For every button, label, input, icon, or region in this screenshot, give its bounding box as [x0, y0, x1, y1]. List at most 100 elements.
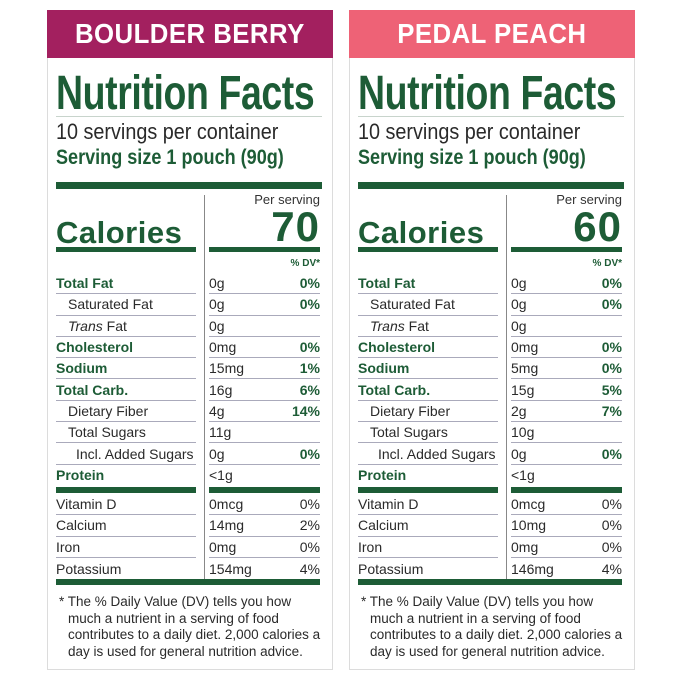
nutrient-amount: <1g	[209, 467, 233, 484]
column-divider	[506, 195, 507, 580]
nutrition-panel: BOULDER BERRY Nutrition Facts 10 serving…	[47, 10, 333, 670]
nutrient-amount: 0mg	[209, 339, 237, 356]
nutrient-row: Saturated Fat 0g 0%	[358, 294, 622, 316]
nutrient-label: Protein	[358, 465, 498, 486]
nutrient-label: Total Fat	[358, 273, 498, 295]
vitamin-dv: 0%	[299, 538, 320, 555]
nutrient-row: Saturated Fat 0g 0%	[56, 294, 320, 316]
vitamin-amount: 10mg	[511, 517, 547, 534]
nutrient-label: Incl. Added Sugars	[358, 443, 498, 465]
vitamin-dv: 0%	[601, 496, 622, 513]
nutrient-row: Trans Fat 0g	[358, 316, 622, 337]
nutrient-dv: 7%	[601, 402, 622, 419]
column-divider	[204, 195, 205, 580]
nutrient-dv: 0%	[601, 339, 622, 356]
nutrient-row: Sodium 15mg 1%	[56, 358, 320, 380]
nutrient-row: Total Sugars 10g	[358, 422, 622, 444]
nutrient-name: Total Sugars	[68, 424, 146, 441]
nutrient-values: 16g 6%	[209, 379, 320, 401]
flavor-header: BOULDER BERRY	[47, 10, 333, 58]
nutrient-row: Total Carb. 15g 5%	[358, 379, 622, 401]
calories-label: Calories	[358, 215, 485, 250]
nutrient-amount: 10g	[511, 424, 535, 441]
vitamin-values: 0mg 0%	[209, 537, 320, 558]
nutrition-panel: PEDAL PEACH Nutrition Facts 10 servings …	[349, 10, 635, 670]
nutrient-dv: 6%	[299, 381, 320, 398]
vitamin-values: 0mcg 0%	[511, 494, 622, 516]
vitamin-label: Potassium	[358, 560, 424, 577]
vitamin-values: 0mg 0%	[511, 537, 622, 558]
nutrient-row: Cholesterol 0mg 0%	[56, 337, 320, 359]
nutrient-values: 0g 0%	[511, 294, 622, 316]
nutrient-name: Total Carb.	[56, 381, 129, 398]
nutrient-values: 0mg 0%	[209, 337, 320, 359]
serving-size: Serving size 1 pouch (90g)	[358, 146, 586, 169]
nutrient-table: Total Fat 0g 0% Saturated Fat 0g 0% Trans …	[56, 273, 320, 579]
serving-size: Serving size 1 pouch (90g)	[56, 146, 284, 169]
nutrient-label: Sodium	[56, 358, 196, 380]
nutrient-amount: 11g	[209, 424, 232, 441]
vitamin-amount: 154mg	[209, 560, 252, 577]
nutrient-dv: 0%	[299, 296, 320, 313]
vitamin-row: Iron 0mg 0%	[56, 537, 320, 558]
nutrient-values: 5mg 0%	[511, 358, 622, 380]
nutrient-row: Total Sugars 11g	[56, 422, 320, 444]
thick-divider	[358, 486, 622, 493]
nutrient-name: Dietary Fiber	[68, 402, 149, 419]
nutrient-label: Dietary Fiber	[358, 401, 498, 423]
nutrient-amount: 4g	[209, 402, 225, 419]
nutrient-label: Incl. Added Sugars	[56, 443, 196, 465]
vitamin-label: Vitamin D	[56, 494, 196, 516]
dv-header: % DV*	[290, 258, 320, 269]
nutrient-values: 15g 5%	[511, 379, 622, 401]
calories-bar	[209, 247, 320, 252]
nutrient-values: 0g	[209, 316, 320, 337]
nutrient-row: Cholesterol 0mg 0%	[358, 337, 622, 359]
calories-value: 70	[271, 203, 320, 250]
vitamin-row: Calcium 10mg 0%	[358, 515, 622, 537]
nutrient-amount: 0g	[511, 275, 527, 292]
calories-bar	[358, 247, 498, 252]
flavor-name: PEDAL PEACH	[397, 18, 587, 49]
vitamin-row: Iron 0mg 0%	[358, 537, 622, 558]
nutrient-values: <1g	[511, 465, 622, 486]
vitamin-label: Iron	[56, 537, 196, 558]
calories-value: 60	[573, 203, 622, 250]
nutrient-amount: 2g	[511, 402, 527, 419]
nutrient-label: Total Carb.	[56, 379, 196, 401]
nutrient-values: 10g	[511, 422, 622, 444]
divider	[358, 116, 624, 117]
vitamin-label: Calcium	[358, 515, 498, 537]
vitamin-label: Potassium	[56, 560, 122, 577]
nutrient-row: Dietary Fiber 2g 7%	[358, 401, 622, 423]
nutrient-dv: 1%	[299, 360, 320, 377]
vitamin-dv: 0%	[601, 538, 622, 555]
nutrient-values: 15mg 1%	[209, 358, 320, 380]
nutrient-amount: 0g	[511, 317, 527, 334]
facts-title: Nutrition Facts	[56, 67, 315, 120]
nutrient-name: Total Fat	[56, 275, 114, 292]
per-serving-label: Per serving	[254, 192, 320, 207]
nutrient-values: 2g 7%	[511, 401, 622, 423]
nutrient-dv: 0%	[299, 445, 320, 462]
nutrient-name: Cholesterol	[56, 339, 134, 356]
flavor-header: PEDAL PEACH	[349, 10, 635, 58]
vitamin-label: Vitamin D	[358, 494, 498, 516]
nutrient-values: 0g 0%	[209, 294, 320, 316]
nutrient-label: Total Sugars	[358, 422, 498, 444]
vitamin-row: Vitamin D 0mcg 0%	[56, 494, 320, 516]
vitamin-dv: 4%	[299, 560, 320, 577]
vitamin-values: 154mg 4%	[209, 558, 320, 579]
nutrient-row: Incl. Added Sugars 0g 0%	[358, 443, 622, 465]
nutrient-dv: 0%	[601, 445, 622, 462]
nutrient-amount: 5mg	[511, 360, 539, 377]
nutrient-dv: 0%	[299, 339, 320, 356]
nutrient-name: Saturated Fat	[68, 296, 153, 313]
vitamin-row: Vitamin D 0mcg 0%	[358, 494, 622, 516]
vitamin-dv: 0%	[299, 496, 320, 513]
nutrient-name: Incl. Added Sugars	[76, 445, 194, 462]
nutrient-name: Saturated Fat	[370, 296, 455, 313]
nutrient-values: 0g	[511, 316, 622, 337]
trans-italic: Trans	[370, 317, 405, 334]
vitamin-row: Potassium 154mg 4%	[56, 558, 320, 579]
